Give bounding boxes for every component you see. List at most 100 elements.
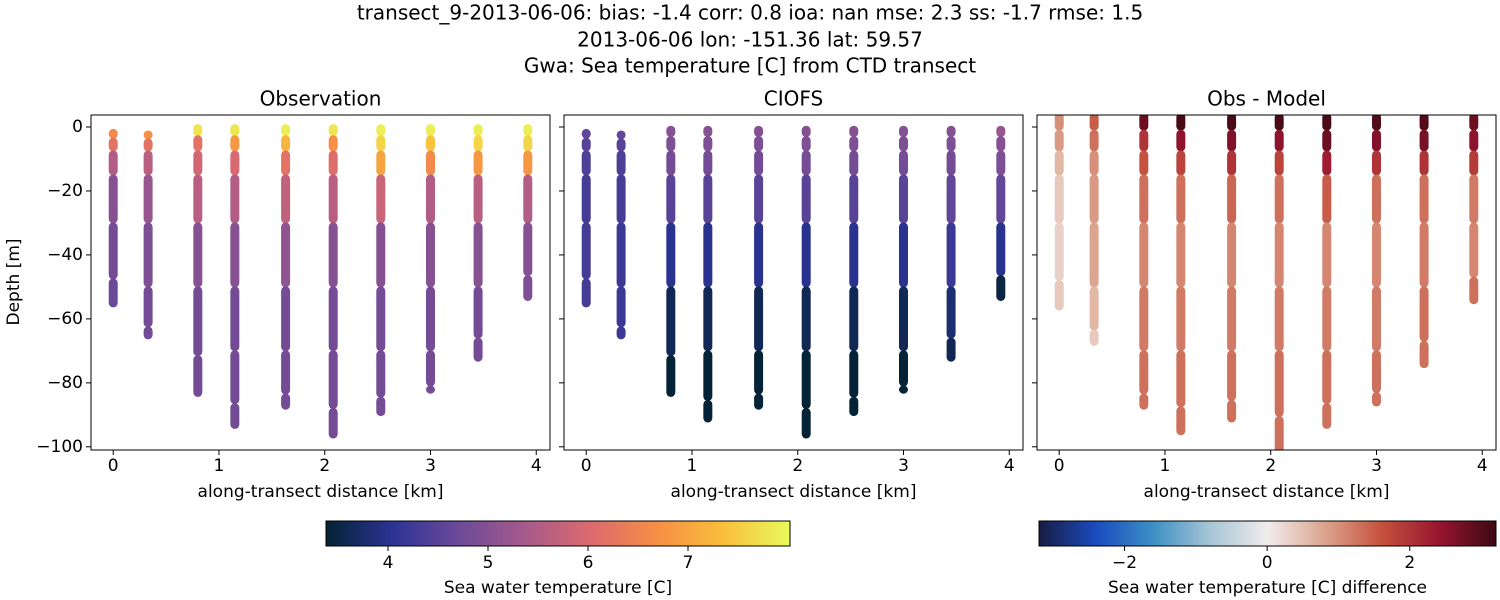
- data-point: [1274, 415, 1284, 450]
- x-tick-label: 2: [1265, 456, 1276, 476]
- data-point: [328, 407, 338, 439]
- data-point: [1089, 329, 1099, 346]
- data-point: [230, 174, 240, 224]
- data-point: [1274, 115, 1284, 131]
- data-point: [581, 137, 591, 152]
- x-tick-label: 2: [319, 456, 330, 476]
- data-point: [754, 136, 764, 152]
- data-point: [1371, 129, 1381, 152]
- data-point: [849, 174, 859, 224]
- data-point: [425, 124, 435, 137]
- data-point: [1274, 129, 1284, 152]
- data-point: [328, 174, 338, 224]
- chart-title: transect_9-2013-06-06: bias: -1.4 corr: …: [357, 1, 1143, 25]
- data-point: [754, 286, 764, 352]
- panel-title: Obs - Model: [1207, 87, 1326, 111]
- data-point: [376, 135, 386, 152]
- data-point: [1469, 222, 1479, 278]
- data-point: [801, 222, 811, 288]
- data-point: [616, 326, 626, 340]
- data-point: [996, 174, 1006, 224]
- data-point: [1227, 115, 1237, 131]
- x-tick-label: 3: [898, 456, 909, 476]
- data-point: [616, 130, 626, 140]
- data-point: [1322, 403, 1332, 429]
- data-point: [1469, 150, 1479, 176]
- data-point: [1176, 150, 1186, 176]
- x-tick-label: 0: [1054, 456, 1065, 476]
- data-point: [1139, 222, 1149, 288]
- data-point: [1227, 222, 1237, 288]
- data-point: [946, 136, 956, 152]
- colorbar-label: Sea water temperature [C]: [444, 578, 672, 598]
- data-point: [616, 138, 626, 152]
- data-point: [1371, 150, 1381, 176]
- colorbar-tick-label: 7: [683, 553, 694, 573]
- x-axis-label: along-transect distance [km]: [198, 482, 444, 502]
- data-point: [193, 135, 203, 152]
- data-point: [801, 350, 811, 409]
- data-point: [1089, 150, 1099, 176]
- data-point: [1139, 286, 1149, 352]
- colorbar: [325, 520, 791, 547]
- data-point: [281, 124, 291, 137]
- data-point: [230, 150, 240, 176]
- data-point: [230, 403, 240, 429]
- axes-frame: [1036, 114, 1497, 451]
- data-point: [1054, 222, 1064, 282]
- panel-title: CIOFS: [764, 87, 823, 111]
- data-point: [425, 350, 435, 387]
- data-point: [108, 278, 118, 308]
- data-point: [616, 222, 626, 288]
- data-point: [1227, 150, 1237, 176]
- data-point: [193, 286, 203, 357]
- data-point: [1227, 399, 1237, 423]
- y-tick-label: −80: [47, 373, 83, 393]
- data-point: [1322, 150, 1332, 176]
- panel-title: Observation: [260, 87, 382, 111]
- data-point: [581, 278, 591, 308]
- data-point: [1054, 174, 1064, 224]
- data-point: [1054, 150, 1064, 176]
- data-point: [328, 124, 338, 137]
- data-point: [849, 125, 859, 138]
- data-point: [1322, 286, 1332, 352]
- data-point: [281, 222, 291, 288]
- x-tick-label: 3: [1371, 456, 1382, 476]
- data-point: [1227, 286, 1237, 352]
- data-point: [1139, 174, 1149, 224]
- data-point: [328, 286, 338, 352]
- data-point: [523, 150, 533, 176]
- data-point: [703, 286, 713, 352]
- data-point: [230, 222, 240, 288]
- data-point: [1054, 115, 1064, 131]
- data-point: [1227, 129, 1237, 152]
- y-tick-label: −100: [36, 437, 83, 457]
- data-point: [1139, 150, 1149, 176]
- data-point: [616, 174, 626, 224]
- data-point: [849, 136, 859, 152]
- y-tick-label: −40: [47, 245, 83, 265]
- data-point: [581, 128, 591, 139]
- data-point: [328, 150, 338, 176]
- data-point: [1089, 222, 1099, 288]
- data-point: [281, 350, 291, 395]
- colorbar-tick-label: 2: [1404, 553, 1415, 573]
- data-point: [801, 286, 811, 352]
- data-point: [581, 150, 591, 176]
- data-point: [1371, 391, 1381, 407]
- data-point: [898, 350, 908, 387]
- data-point: [703, 125, 713, 138]
- data-point: [523, 275, 533, 301]
- data-point: [581, 174, 591, 224]
- data-point: [1371, 222, 1381, 288]
- data-point: [703, 350, 713, 401]
- data-point: [1089, 174, 1099, 224]
- data-point: [1176, 286, 1186, 352]
- x-tick-label: 0: [581, 456, 592, 476]
- data-point: [703, 136, 713, 152]
- x-tick-label: 4: [531, 456, 542, 476]
- data-point: [1322, 174, 1332, 224]
- data-point: [898, 136, 908, 152]
